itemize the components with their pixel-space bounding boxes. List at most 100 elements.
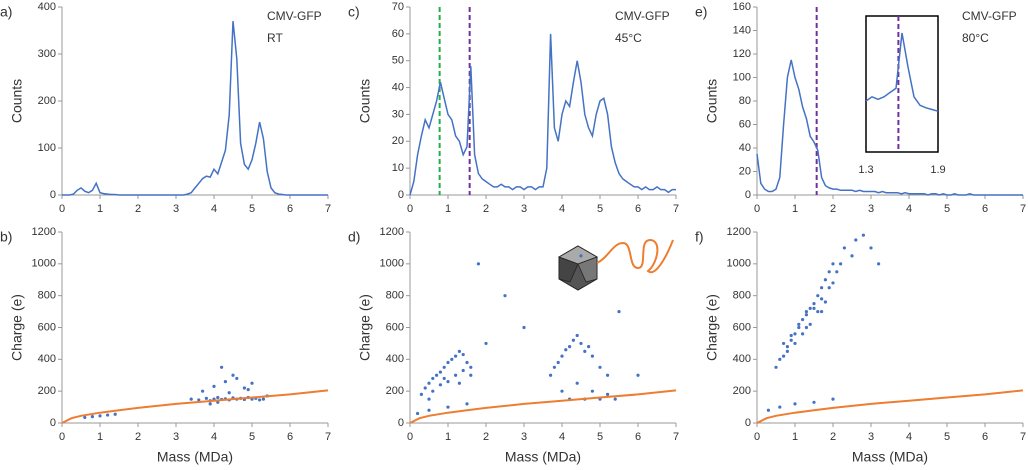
- y-tick-label: 200: [386, 385, 404, 397]
- point: [812, 306, 816, 310]
- point: [83, 415, 87, 420]
- point: [250, 381, 254, 385]
- y-tick-label: 0: [50, 189, 56, 201]
- y-tick-label: 800: [733, 290, 751, 302]
- y-tick-label: 0: [50, 417, 56, 429]
- point: [877, 262, 881, 266]
- annotation: RT: [267, 31, 283, 45]
- point: [785, 349, 790, 353]
- point: [438, 383, 442, 387]
- y-tick-label: 100: [38, 142, 56, 154]
- point: [778, 405, 782, 409]
- panel-label: d): [348, 229, 360, 245]
- point: [549, 373, 553, 377]
- point: [465, 360, 469, 365]
- y-tick-label: 800: [38, 290, 56, 302]
- x-tick-label: 3: [521, 431, 527, 443]
- x-axis-label: Mass (MDa): [157, 449, 233, 465]
- point: [204, 396, 208, 400]
- x-tick-label: 2: [135, 431, 141, 443]
- fit-curve: [409, 389, 677, 424]
- point: [782, 354, 786, 358]
- x-tick-label: 6: [287, 431, 293, 443]
- point: [231, 373, 235, 377]
- y-axis-label: Counts: [357, 79, 373, 123]
- point: [766, 408, 771, 412]
- x-tick-label: 1: [97, 203, 103, 215]
- y-tick-label: 140: [733, 24, 751, 36]
- point: [789, 333, 793, 338]
- y-tick-label: 1200: [380, 226, 404, 238]
- x-tick-label: 7: [1020, 431, 1026, 443]
- inset-line: [865, 32, 939, 112]
- point: [606, 373, 610, 377]
- point: [189, 397, 193, 401]
- point: [427, 381, 431, 385]
- point: [450, 357, 454, 361]
- x-tick-label: 7: [325, 203, 331, 215]
- point: [469, 373, 473, 377]
- point: [827, 270, 831, 274]
- fit-curve: [756, 389, 1024, 424]
- point: [606, 392, 610, 396]
- y-tick-label: 1200: [727, 226, 751, 238]
- panel-label: a): [0, 4, 12, 20]
- data-line: [756, 59, 1023, 196]
- annotation: 80°C: [962, 31, 989, 45]
- y-tick-label: 300: [38, 48, 56, 60]
- x-tick-label: 0: [754, 203, 760, 215]
- x-tick-label: 4: [906, 431, 912, 443]
- x-tick-label: 3: [868, 431, 874, 443]
- y-tick-label: 160: [733, 1, 751, 13]
- y-tick-label: 70: [392, 1, 404, 13]
- point: [793, 402, 797, 406]
- x-tick-label: 3: [521, 203, 527, 215]
- capsid-icon: [558, 238, 674, 291]
- point: [503, 294, 507, 298]
- x-tick-label: 1: [445, 431, 451, 443]
- point: [258, 398, 262, 402]
- point: [427, 408, 431, 412]
- point: [869, 246, 873, 250]
- panel-label: b): [0, 229, 12, 245]
- point: [227, 391, 231, 395]
- point: [423, 386, 427, 390]
- point: [575, 381, 579, 385]
- y-tick-label: 1000: [380, 258, 404, 270]
- x-tick-label: 5: [597, 431, 603, 443]
- x-tick-label: 1: [445, 203, 451, 215]
- point: [106, 413, 110, 417]
- point: [789, 338, 793, 342]
- y-tick-label: 200: [38, 95, 56, 107]
- x-tick-label: 1: [97, 431, 103, 443]
- y-tick-label: 800: [386, 290, 404, 302]
- x-tick-label: 6: [287, 203, 293, 215]
- x-tick-label: 4: [906, 203, 912, 215]
- y-tick-label: 0: [745, 417, 751, 429]
- annotation: CMV-GFP: [267, 9, 322, 23]
- x-tick-label: 0: [407, 203, 413, 215]
- point: [220, 365, 224, 369]
- point: [438, 370, 442, 374]
- x-axis-label: Mass (MDa): [505, 449, 581, 465]
- x-tick-label: 7: [673, 431, 679, 443]
- point: [216, 400, 220, 404]
- y-tick-label: 200: [38, 385, 56, 397]
- x-tick-label: 2: [135, 203, 141, 215]
- point: [797, 325, 801, 330]
- y-tick-label: 200: [733, 385, 751, 397]
- x-tick-label: 0: [407, 431, 413, 443]
- point: [839, 262, 843, 266]
- y-tick-label: 0: [398, 189, 404, 201]
- y-axis-label: Counts: [704, 79, 720, 123]
- data-line: [62, 21, 328, 196]
- y-tick-label: 50: [392, 55, 404, 67]
- point: [246, 387, 250, 392]
- point: [816, 294, 820, 298]
- point: [454, 373, 458, 377]
- point: [484, 341, 488, 346]
- point: [774, 365, 778, 369]
- point: [797, 322, 801, 326]
